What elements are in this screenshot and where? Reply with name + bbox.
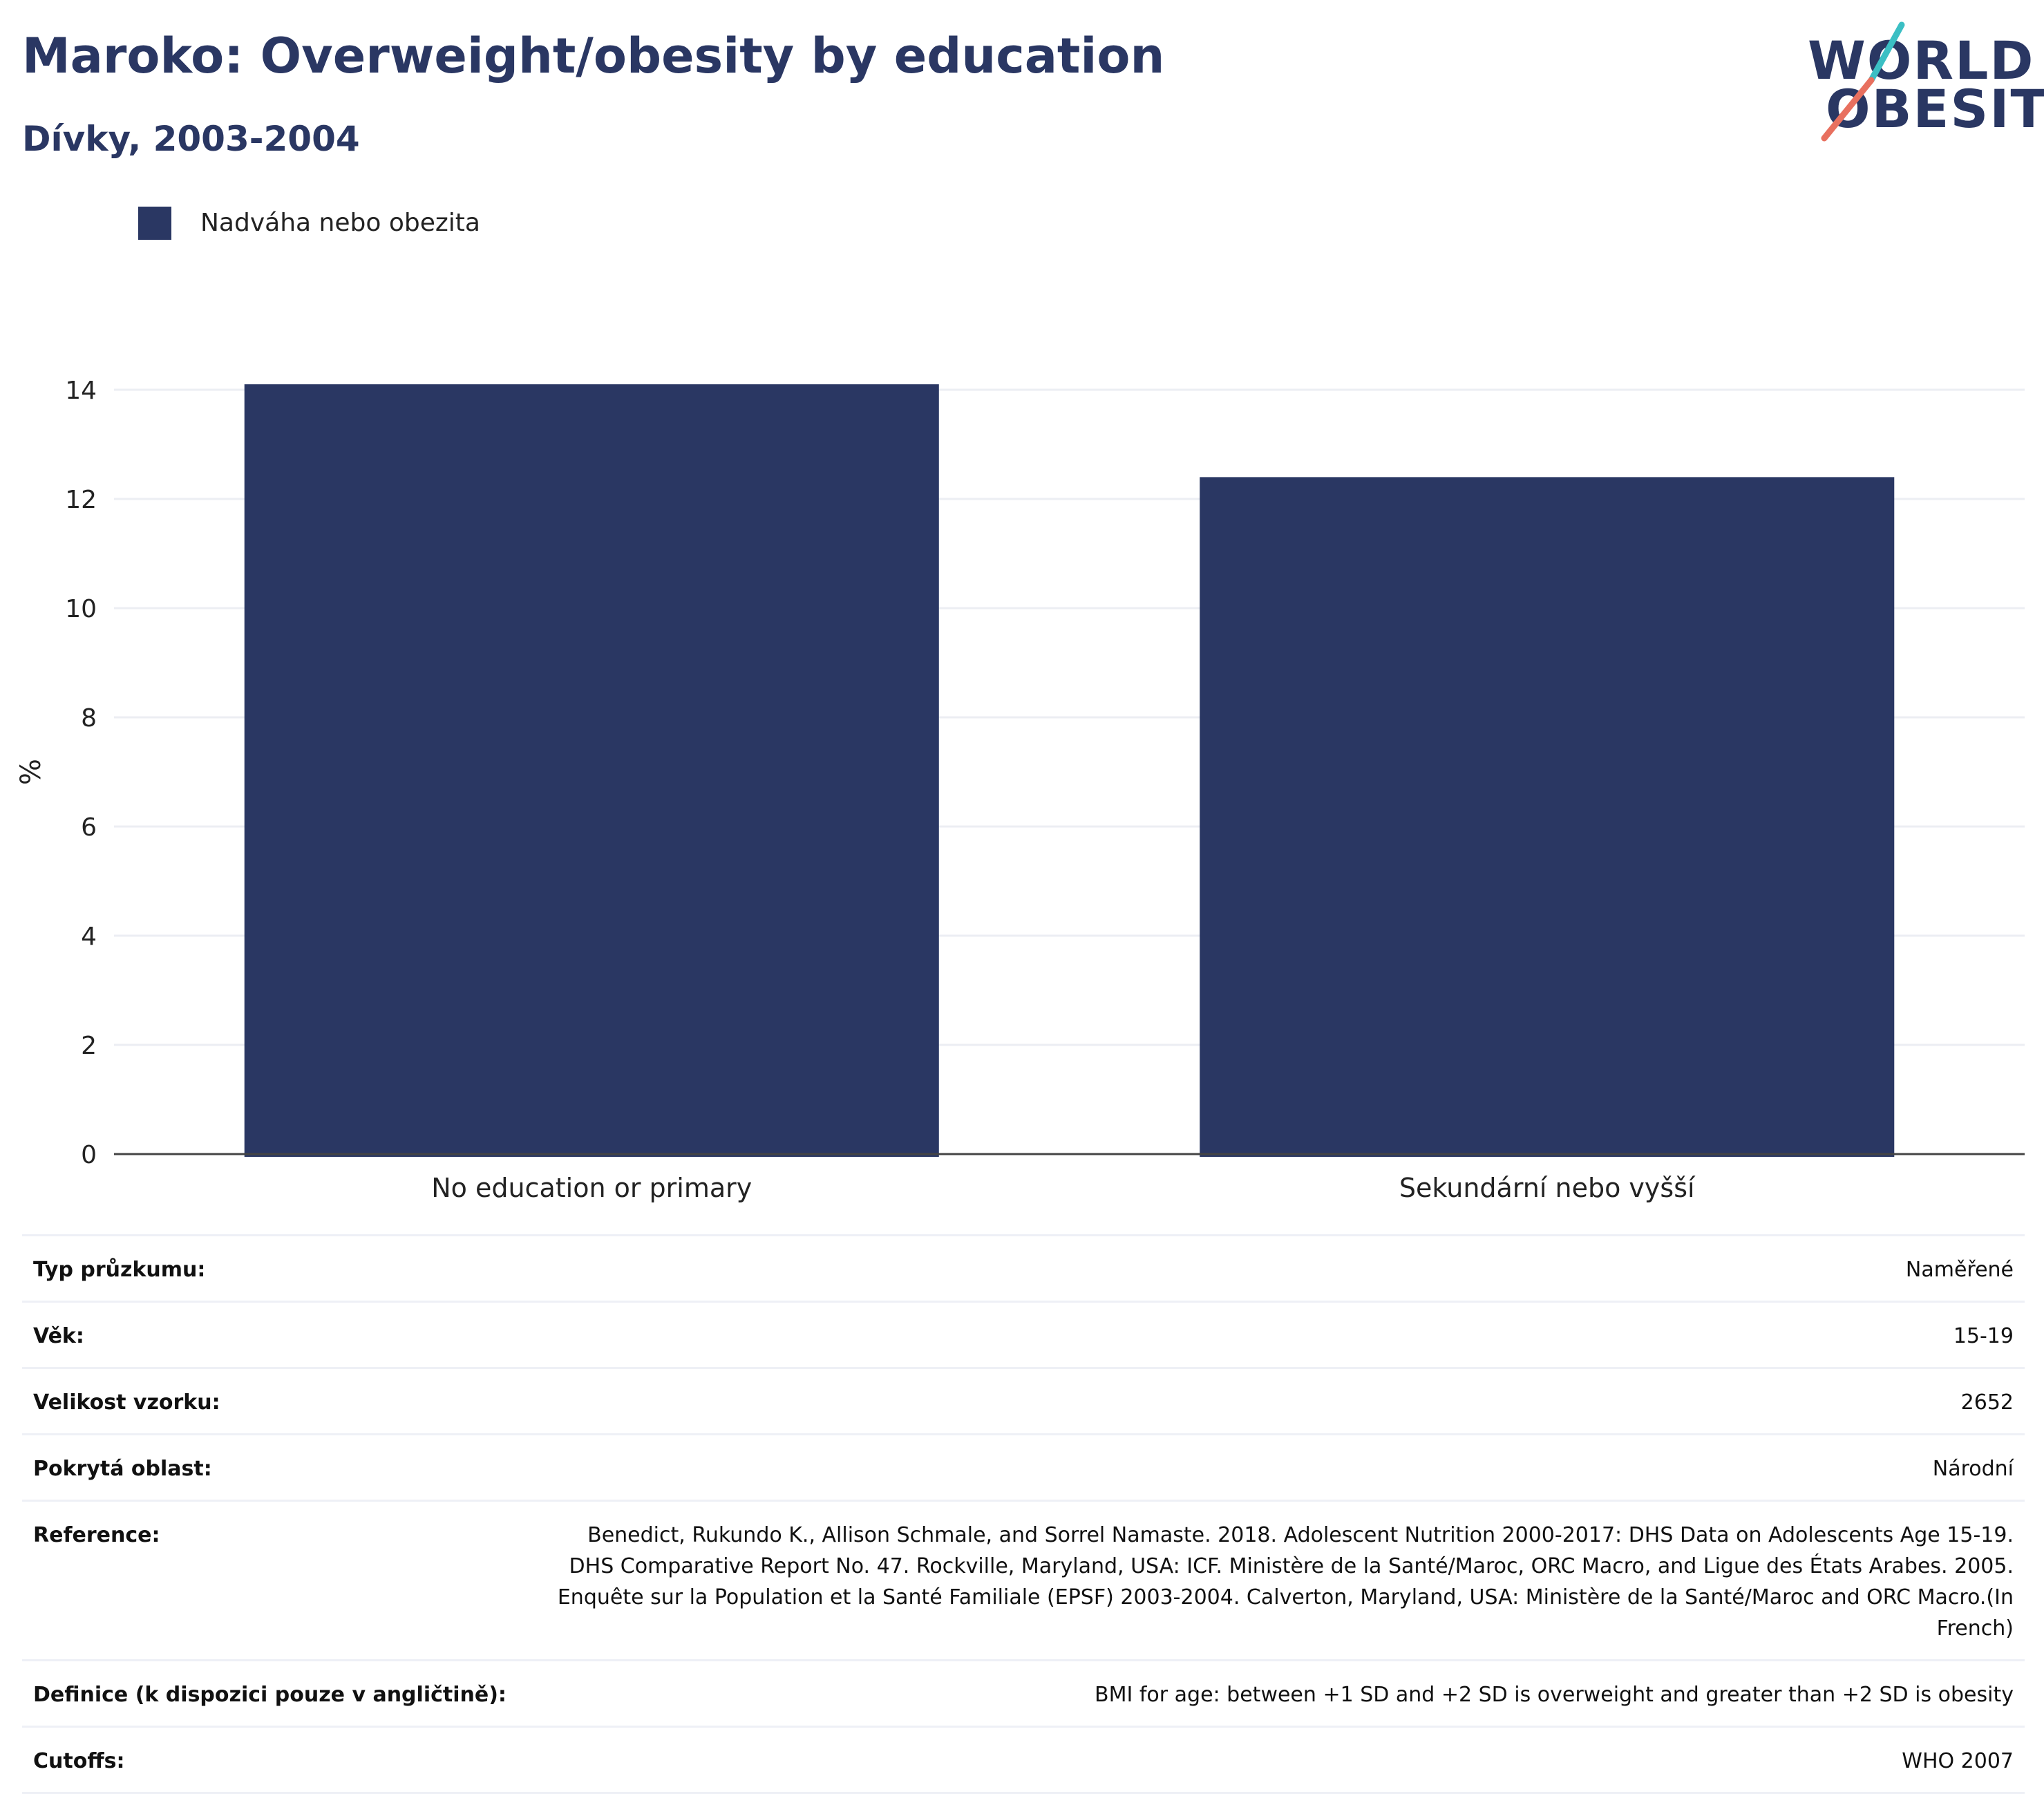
- info-row: Pokrytá oblast: Národní: [22, 1433, 2025, 1501]
- bar: [244, 384, 939, 1157]
- y-tick-label: 14: [65, 377, 97, 405]
- x-tick-labels: No education or primary Sekundární nebo v…: [431, 1173, 1696, 1203]
- x-tick-label: No education or primary: [431, 1173, 752, 1203]
- info-key: Věk:: [22, 1301, 528, 1368]
- y-tick-label: 2: [81, 1032, 97, 1060]
- info-key: Velikost vzorku:: [22, 1367, 528, 1435]
- info-row: Definice (k dispozici pouze v angličtině…: [22, 1659, 2025, 1727]
- y-tick-label: 6: [81, 813, 97, 842]
- info-value: Benedict, Rukundo K., Allison Schmale, a…: [528, 1500, 2025, 1661]
- bars: [244, 384, 1895, 1157]
- info-row: Cutoffs: WHO 2007: [22, 1726, 2025, 1794]
- x-tick-label: Sekundární nebo vyšší: [1399, 1173, 1696, 1203]
- y-tick-label: 10: [65, 595, 97, 623]
- y-tick-labels: 0 2 4 6 8 10 12 14: [65, 377, 97, 1169]
- info-key: Cutoffs:: [22, 1726, 528, 1794]
- info-key: Definice (k dispozici pouze v angličtině…: [22, 1659, 528, 1727]
- info-value: BMI for age: between +1 SD and +2 SD is …: [528, 1659, 2025, 1727]
- info-value: Naměřené: [528, 1234, 2025, 1302]
- chart-title: Maroko: Overweight/obesity by education: [22, 28, 1165, 84]
- bar: [1200, 477, 1895, 1157]
- info-value: 15-19: [528, 1301, 2025, 1368]
- y-tick-label: 12: [65, 486, 97, 514]
- logo-slash-icon: [1821, 21, 1905, 142]
- info-row: Reference: Benedict, Rukundo K., Allison …: [22, 1500, 2025, 1661]
- y-tick-label: 0: [81, 1141, 97, 1169]
- survey-info-table: Typ průzkumu: Naměřené Věk: 15-19 Velikost v…: [22, 1234, 2025, 1794]
- info-value: WHO 2007: [528, 1726, 2025, 1794]
- info-key: Pokrytá oblast:: [22, 1433, 528, 1501]
- info-row: Velikost vzorku: 2652: [22, 1367, 2025, 1435]
- legend-label: Nadváha nebo obezita: [200, 209, 480, 237]
- y-tick-label: 4: [81, 923, 97, 951]
- info-row: Typ průzkumu: Naměřené: [22, 1234, 2025, 1302]
- logo-line-world: WORLD: [1808, 30, 2035, 91]
- y-axis-label: %: [15, 759, 47, 785]
- info-key: Reference:: [22, 1500, 528, 1661]
- bar-chart: 0 2 4 6 8 10 12 14 No education or primary Sekun…: [15, 377, 2025, 1203]
- info-row: Věk: 15-19: [22, 1301, 2025, 1368]
- y-tick-label: 8: [81, 704, 97, 733]
- info-key: Typ průzkumu:: [22, 1234, 528, 1302]
- info-value: 2652: [528, 1367, 2025, 1435]
- info-value: Národní: [528, 1433, 2025, 1501]
- world-obesity-logo: WORLD OBESITY: [1804, 19, 2044, 144]
- legend-swatch: [138, 207, 171, 240]
- chart-subtitle: Dívky, 2003-2004: [22, 119, 360, 159]
